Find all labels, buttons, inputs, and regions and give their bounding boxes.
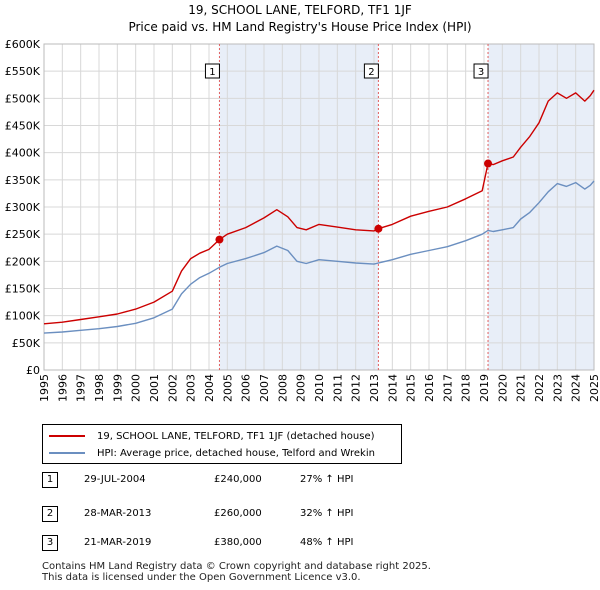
sale-hpi-change: 48% ↑ HPI [300, 537, 354, 548]
x-tick-label: 1995 [38, 374, 51, 402]
x-tick-label: 1999 [111, 374, 124, 402]
title-address: 19, SCHOOL LANE, TELFORD, TF1 1JF [188, 3, 412, 17]
y-tick-label: £50K [12, 337, 41, 350]
sale-marker-box [473, 63, 489, 79]
y-tick-label: £100K [5, 310, 41, 323]
x-tick-label: 2017 [441, 374, 454, 402]
y-tick-label: £600K [5, 38, 41, 51]
legend-label-property: 19, SCHOOL LANE, TELFORD, TF1 1JF (detac… [97, 430, 375, 442]
x-tick-label: 2023 [551, 374, 564, 402]
y-tick-label: £250K [5, 228, 41, 241]
footer-licence: This data is licensed under the Open Gov… [42, 572, 361, 583]
footer-copyright: Contains HM Land Registry data © Crown c… [42, 561, 431, 572]
y-tick-label: £150K [5, 283, 41, 296]
x-tick-label: 2020 [496, 374, 509, 402]
sale-date: 29-JUL-2004 [84, 474, 146, 485]
sale-row: 1 29-JUL-2004 £240,000 27% ↑ HPI [42, 472, 442, 492]
sale-marker-label: 2 [368, 67, 374, 78]
sale-marker-label: 3 [478, 67, 484, 78]
x-tick-label: 2004 [203, 374, 216, 402]
x-tick-label: 2025 [588, 374, 600, 402]
chart-title: 19, SCHOOL LANE, TELFORD, TF1 1JF Price … [0, 2, 600, 36]
sale-date: 28-MAR-2013 [84, 508, 152, 519]
sale-number: 2 [42, 506, 58, 522]
sale-price: £260,000 [214, 508, 262, 519]
sale-row: 2 28-MAR-2013 £260,000 32% ↑ HPI [42, 506, 442, 526]
sale-hpi-change: 27% ↑ HPI [300, 474, 354, 485]
sale-point [374, 224, 383, 233]
x-tick-label: 2024 [570, 374, 583, 402]
sale-date: 21-MAR-2019 [84, 537, 152, 548]
y-tick-label: £350K [5, 174, 41, 187]
y-tick-label: £450K [5, 120, 41, 133]
y-tick-label: £550K [5, 65, 41, 78]
x-tick-label: 2015 [405, 374, 418, 402]
plot-frame [43, 43, 595, 371]
sale-price: £380,000 [214, 537, 262, 548]
x-tick-label: 2021 [515, 374, 528, 402]
sale-marker-label: 1 [209, 67, 215, 78]
x-tick-label: 1997 [75, 374, 88, 402]
x-tick-label: 2014 [386, 374, 399, 402]
x-tick-label: 2001 [148, 374, 161, 402]
x-tick-label: 2013 [368, 374, 381, 402]
x-tick-label: 2022 [533, 374, 546, 402]
price-chart: £0 £50K £100K £150K £200K £250K £300K £350K £400… [5, 38, 600, 402]
legend-item-property: 19, SCHOOL LANE, TELFORD, TF1 1JF (detac… [49, 428, 375, 444]
x-tick-label: 1996 [56, 374, 69, 402]
x-tick-label: 2018 [460, 374, 473, 402]
x-tick-label: 2000 [130, 374, 143, 402]
x-tick-label: 2011 [331, 374, 344, 402]
x-tick-label: 2010 [313, 374, 326, 402]
x-tick-label: 2016 [423, 374, 436, 402]
sale-price: £240,000 [214, 474, 262, 485]
x-tick-label: 2002 [166, 374, 179, 402]
y-tick-label: £200K [5, 255, 41, 268]
x-tick-label: 2019 [478, 374, 491, 402]
x-tick-label: 1998 [93, 374, 106, 402]
title-subtitle: Price paid vs. HM Land Registry's House … [128, 20, 472, 34]
y-tick-label: £500K [5, 92, 41, 105]
legend-item-hpi: HPI: Average price, detached house, Telf… [49, 445, 375, 461]
property-price-line [43, 89, 595, 325]
legend-label-hpi: HPI: Average price, detached house, Telf… [97, 447, 375, 459]
y-tick-label: £400K [5, 147, 41, 160]
x-tick-label: 2007 [258, 374, 271, 402]
x-tick-label: 2008 [276, 374, 289, 402]
x-tick-label: 2003 [185, 374, 198, 402]
sale-row: 3 21-MAR-2019 £380,000 48% ↑ HPI [42, 535, 442, 555]
y-tick-label: £300K [5, 201, 41, 214]
chart-legend: 19, SCHOOL LANE, TELFORD, TF1 1JF (detac… [42, 424, 402, 464]
sale-marker-box [363, 63, 379, 79]
sale-hpi-change: 32% ↑ HPI [300, 508, 354, 519]
sale-number: 1 [42, 472, 58, 488]
sale-marker-box [204, 63, 220, 79]
sale-point [484, 159, 493, 168]
y-tick-label: £0 [26, 364, 40, 377]
sale-number: 3 [42, 535, 58, 551]
legend-swatch-hpi [49, 452, 85, 454]
x-tick-label: 2006 [240, 374, 253, 402]
hpi-line [43, 180, 595, 334]
footer-attribution: Contains HM Land Registry data © Crown c… [42, 561, 431, 583]
x-tick-label: 2012 [350, 374, 363, 402]
x-tick-label: 2009 [295, 374, 308, 402]
sale-point [215, 235, 224, 244]
legend-swatch-property [49, 435, 85, 437]
x-tick-label: 2005 [221, 374, 234, 402]
